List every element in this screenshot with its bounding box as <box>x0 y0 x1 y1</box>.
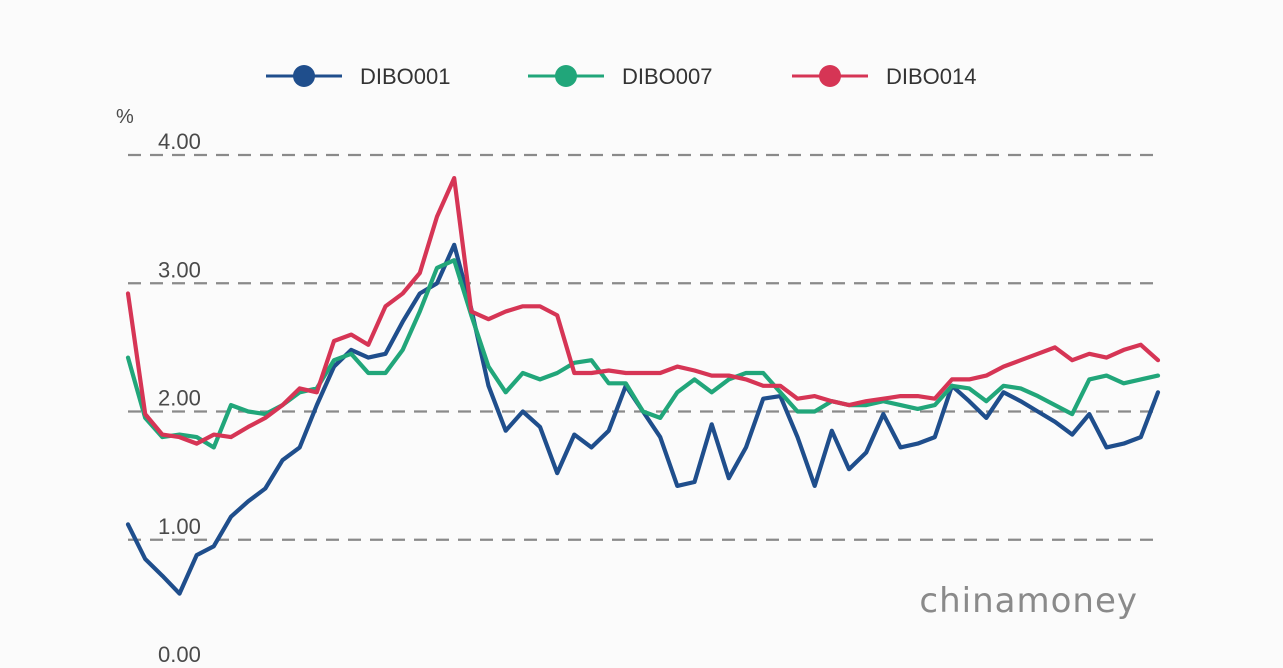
series-line-dibo014 <box>125 176 1161 446</box>
legend-item-dibo001[interactable]: DIBO001 <box>266 64 451 89</box>
y-tick-label: 3.00 <box>158 257 201 282</box>
y-axis-unit: % <box>116 106 134 128</box>
y-tick-label: 1.00 <box>158 514 201 539</box>
y-tick-label: 2.00 <box>158 386 201 411</box>
series-line-dibo007 <box>125 258 1161 450</box>
y-tick-label: 4.00 <box>158 129 201 154</box>
series-layer <box>125 176 1161 596</box>
legend-item-dibo014[interactable]: DIBO014 <box>792 64 977 89</box>
legend: DIBO001 DIBO007 DIBO014 <box>266 64 977 89</box>
legend-label: DIBO014 <box>886 64 977 89</box>
legend-marker <box>555 65 577 87</box>
y-axis: 0.00 1.00 2.00 3.00 4.00 <box>158 129 201 667</box>
legend-item-dibo007[interactable]: DIBO007 <box>528 64 713 89</box>
legend-label: DIBO007 <box>622 64 713 89</box>
legend-marker <box>293 65 315 87</box>
legend-label: DIBO001 <box>360 64 451 89</box>
legend-marker <box>819 65 841 87</box>
watermark: chinamoney <box>919 581 1138 621</box>
grid-layer <box>128 153 1158 541</box>
series-line-dibo001 <box>125 242 1161 596</box>
y-tick-label: 0.00 <box>158 642 201 667</box>
